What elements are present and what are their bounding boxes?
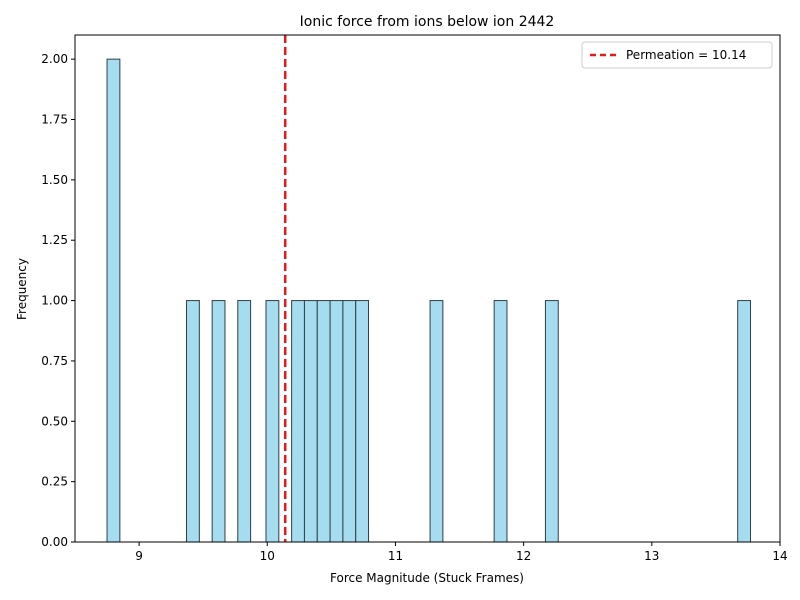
histogram-bar-3: [211, 300, 226, 543]
y-ticks: 0.00 0.25 0.50 0.75 1.00 1.25 1.50 1.75 2.00: [41, 52, 75, 549]
y-tick-label: 0.50: [41, 414, 68, 428]
plot-frame: [74, 34, 781, 543]
histogram-bar-9: [329, 300, 344, 543]
x-axis-label: Force Magnitude (Stuck Frames): [330, 571, 524, 585]
histogram-bar-6: [291, 300, 305, 543]
y-tick-label: 0.00: [41, 535, 68, 549]
bars-layer: [106, 58, 752, 543]
y-tick-label: 0.25: [41, 475, 68, 489]
histogram-bar-13: [493, 300, 508, 543]
y-tick-label: 1.50: [41, 173, 68, 187]
x-tick-label: 10: [260, 549, 275, 563]
histogram-bar-7: [303, 300, 318, 543]
x-tick-label: 14: [772, 549, 787, 563]
y-tick-label: 0.75: [41, 354, 68, 368]
histogram-bar-8: [316, 300, 331, 543]
y-tick-label: 1.00: [41, 294, 68, 308]
y-tick-label: 1.25: [41, 233, 68, 247]
histogram-bar-15: [737, 300, 752, 543]
x-tick-label: 12: [516, 549, 531, 563]
histogram-bar-11: [355, 300, 370, 543]
chart-title: Ionic force from ions below ion 2442: [300, 14, 555, 30]
histogram-bar-10: [342, 300, 357, 543]
x-tick-label: 13: [644, 549, 659, 563]
legend-label: Permeation = 10.14: [626, 48, 746, 62]
x-tick-label: 11: [388, 549, 403, 563]
legend-box: [581, 41, 773, 69]
y-tick-label: 2.00: [41, 52, 68, 66]
x-ticks: 9 10 11 12 13 14: [135, 542, 788, 563]
histogram-bar-4: [237, 300, 252, 543]
y-axis-label: Frequency: [15, 258, 29, 320]
histogram-bar-1: [106, 58, 121, 543]
histogram-bar-12: [429, 300, 444, 543]
histogram-bar-14: [544, 300, 559, 543]
y-tick-label: 1.75: [41, 113, 68, 127]
histogram-bar-2: [186, 300, 200, 543]
x-tick-label: 9: [135, 549, 143, 563]
histogram-bar-5: [265, 300, 280, 543]
legend: Permeation = 10.14: [581, 41, 773, 69]
